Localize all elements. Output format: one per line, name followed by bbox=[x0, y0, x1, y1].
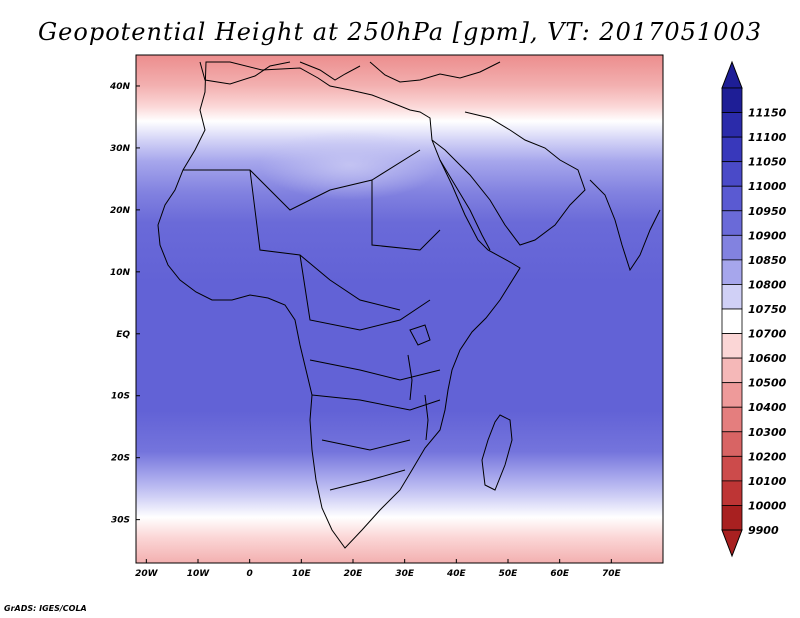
country-borders bbox=[183, 149, 441, 491]
colorbar-swatch bbox=[721, 112, 743, 138]
colorbar-label: 10500 bbox=[748, 377, 787, 390]
x-tick-label: 50E bbox=[499, 569, 519, 579]
madagascar-coastline bbox=[481, 414, 513, 491]
y-tick-label: 20N bbox=[110, 206, 131, 216]
y-tick-label: 40N bbox=[109, 82, 131, 92]
y-tick-label: 30N bbox=[110, 144, 131, 154]
colorbar-label: 10600 bbox=[748, 352, 787, 365]
x-tick-label: 70E bbox=[602, 569, 622, 579]
colorbar-swatch bbox=[721, 480, 743, 506]
lake-tanganyika bbox=[407, 354, 413, 401]
colorbar-label: 10900 bbox=[748, 229, 787, 242]
x-tick-label: 10W bbox=[187, 569, 211, 579]
colorbar-swatch bbox=[721, 505, 743, 531]
red-sea-coast bbox=[439, 159, 491, 251]
y-tick-label: 20S bbox=[111, 454, 130, 464]
x-tick-label: 0 bbox=[247, 569, 253, 579]
colorbar-label: 10850 bbox=[748, 254, 787, 267]
colorbar-swatch bbox=[721, 382, 743, 408]
grads-credit: GrADS: IGES/COLA bbox=[4, 604, 87, 613]
colorbar-label: 10750 bbox=[748, 303, 787, 316]
y-tick-label: 10S bbox=[111, 392, 130, 402]
x-tick-label: 20E bbox=[344, 569, 364, 579]
colorbar-label: 11150 bbox=[748, 107, 787, 120]
colorbar-label: 10700 bbox=[748, 328, 787, 341]
colorbar-swatch bbox=[721, 259, 743, 285]
africa-coastline bbox=[157, 61, 521, 549]
europe-coastline bbox=[199, 61, 501, 85]
colorbar-swatch bbox=[721, 406, 743, 433]
colorbar-label: 9900 bbox=[748, 524, 779, 537]
x-tick-label: 40E bbox=[446, 569, 467, 579]
colorbar-top-arrow bbox=[721, 60, 743, 89]
colorbar-swatch bbox=[721, 234, 743, 261]
lake-malawi bbox=[424, 394, 429, 441]
shaded-field bbox=[136, 55, 663, 563]
colorbar-label: 10200 bbox=[748, 450, 787, 463]
colorbar-swatch bbox=[721, 357, 743, 384]
y-tick-label: 30S bbox=[111, 516, 130, 526]
colorbar-swatch bbox=[721, 333, 743, 359]
colorbar-swatch bbox=[721, 308, 743, 334]
colorbar-swatch bbox=[721, 87, 743, 113]
x-tick-label: 30E bbox=[395, 569, 415, 579]
colorbar-swatch bbox=[721, 284, 743, 310]
x-tick-label: 60E bbox=[550, 569, 570, 579]
axis-ticks: 20W 10W 0 10E 20E 30E 40E 50E 60E 70E 40N 30N 20N 10N… bbox=[109, 82, 622, 579]
colorbar-label: 10950 bbox=[748, 205, 787, 218]
arabia-coastline bbox=[431, 111, 586, 246]
map-title: Geopotential Height at 250hPa [gpm], VT:… bbox=[38, 18, 762, 46]
colorbar-swatch bbox=[721, 161, 743, 187]
colorbar-label: 10000 bbox=[748, 499, 787, 512]
colorbar-bottom-arrow bbox=[721, 529, 743, 558]
colorbar-label: 11050 bbox=[748, 156, 787, 169]
x-tick-label: 20W bbox=[135, 569, 159, 579]
colorbar-label: 10300 bbox=[748, 426, 787, 439]
colorbar-swatch bbox=[721, 431, 743, 457]
y-tick-label: 10N bbox=[110, 268, 131, 278]
colorbar-label: 11000 bbox=[748, 180, 787, 193]
coastlines bbox=[157, 61, 661, 549]
colorbar-label: 10800 bbox=[748, 278, 787, 291]
colorbar-label: 10100 bbox=[748, 475, 787, 488]
colorbar-label: 10400 bbox=[748, 401, 787, 414]
map-frame bbox=[135, 54, 664, 564]
colorbar-swatch bbox=[721, 185, 743, 212]
y-tick-label: EQ bbox=[116, 330, 130, 340]
colorbar-swatch bbox=[721, 210, 743, 236]
india-coastline bbox=[589, 179, 661, 272]
lake-victoria bbox=[409, 324, 431, 346]
colorbar-swatch bbox=[721, 455, 743, 482]
colorbar-label: 11100 bbox=[748, 131, 787, 144]
x-tick-label: 10E bbox=[292, 569, 312, 579]
colorbar-swatch bbox=[721, 136, 743, 163]
